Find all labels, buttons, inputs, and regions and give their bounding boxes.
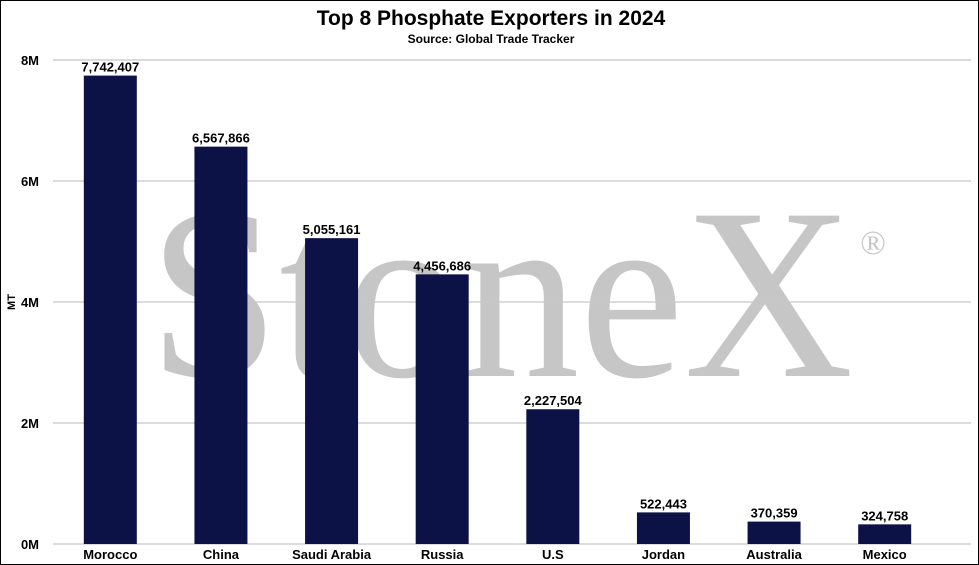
y-tick-label: 6M — [21, 174, 39, 189]
x-tick-label: Morocco — [83, 547, 137, 562]
bar-mexico — [858, 524, 912, 544]
bar-china — [194, 146, 248, 544]
bar-australia — [747, 521, 801, 544]
gridlines — [53, 59, 971, 545]
value-label: 370,359 — [751, 506, 798, 521]
watermark-registered-mark: ® — [860, 225, 886, 262]
x-tick-label: Mexico — [863, 547, 907, 562]
bar-saudi-arabia — [305, 238, 359, 544]
bar-u-s — [526, 409, 580, 544]
value-label: 324,758 — [861, 508, 908, 523]
value-label: 6,567,866 — [192, 131, 250, 146]
y-tick-label: 8M — [21, 53, 39, 68]
value-label: 5,055,161 — [303, 222, 361, 237]
value-label: 4,456,686 — [413, 258, 471, 273]
x-tick-label: Russia — [421, 547, 464, 562]
y-axis-label: MT — [6, 294, 18, 310]
watermark-logo-text: StoneX — [149, 158, 854, 429]
x-tick-label: China — [203, 547, 240, 562]
y-tick-label: 2M — [21, 416, 39, 431]
x-tick-label: U.S — [542, 547, 564, 562]
x-tick-label: Saudi Arabia — [292, 547, 372, 562]
bar-russia — [415, 274, 469, 544]
y-tick-label: 4M — [21, 295, 39, 310]
y-axis-ticks: 0M 2M 4M 6M 8M — [21, 53, 39, 552]
x-tick-label: Australia — [746, 547, 802, 562]
bar-jordan — [636, 512, 690, 544]
y-tick-label: 0M — [21, 537, 39, 552]
chart-subtitle: Source: Global Trade Tracker — [408, 32, 575, 46]
bars — [83, 75, 912, 544]
x-tick-label: Jordan — [642, 547, 685, 562]
bar-morocco — [83, 75, 137, 544]
value-label: 7,742,407 — [81, 60, 139, 75]
value-label: 2,227,504 — [524, 393, 583, 408]
watermark: StoneX ® — [149, 158, 886, 429]
chart-title: Top 8 Phosphate Exporters in 2024 — [317, 7, 666, 30]
x-axis-ticks: Morocco China Saudi Arabia Russia U.S Jordan A… — [83, 547, 907, 562]
value-labels: 7,742,407 6,567,866 5,055,161 4,456,686 2,22… — [81, 60, 908, 524]
value-label: 522,443 — [640, 496, 687, 511]
